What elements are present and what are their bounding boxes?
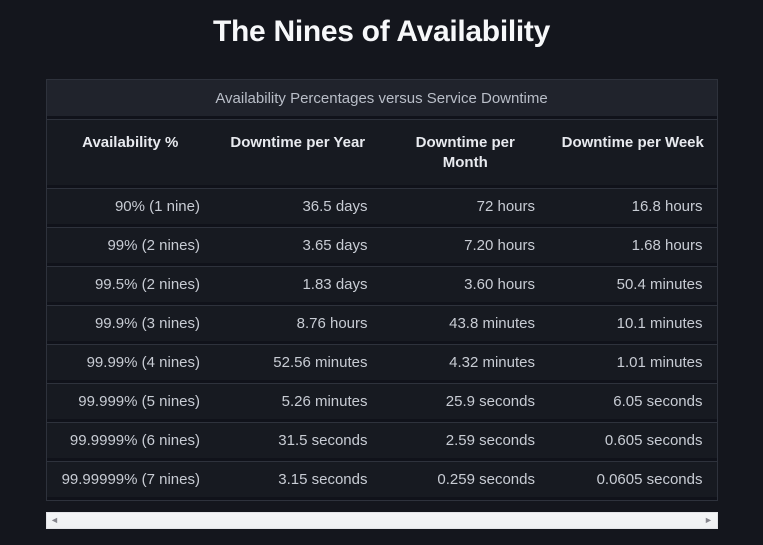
table-cell: 0.0605 seconds: [549, 461, 717, 497]
table-cell: 16.8 hours: [549, 188, 717, 224]
table-cell: 50.4 minutes: [549, 266, 717, 302]
table-cell: 99% (2 nines): [46, 227, 214, 263]
table-row: 99.99999% (7 nines) 3.15 seconds 0.259 sec…: [46, 461, 717, 497]
table-cell: 0.605 seconds: [549, 422, 717, 458]
table-head: Availability % Downtime per Year Downtime …: [46, 119, 717, 185]
column-header: Downtime per Month: [381, 119, 549, 185]
table-cell: 36.5 days: [214, 188, 382, 224]
table-row: 99% (2 nines) 3.65 days 7.20 hours 1.68 hou…: [46, 227, 717, 263]
page-title: The Nines of Availability: [212, 15, 551, 48]
column-header-label: Availability %: [82, 134, 179, 151]
table-cell: 99.9999% (6 nines): [46, 422, 214, 458]
table-cell: 72 hours: [381, 188, 549, 224]
column-header-label: Downtime per Week: [561, 134, 704, 151]
table-cell: 31.5 seconds: [214, 422, 382, 458]
table-cell: 0.259 seconds: [381, 461, 549, 497]
table-cell: 1.83 days: [214, 266, 382, 302]
table-cell: 4.32 minutes: [381, 344, 549, 380]
table-cell: 99.9% (3 nines): [46, 305, 214, 341]
table-row: 99.999% (5 nines) 5.26 minutes 25.9 second…: [46, 383, 717, 419]
table-row: 90% (1 nine) 36.5 days 72 hours 16.8 hours: [46, 188, 717, 224]
availability-table-panel: Availability Percentages versus Service …: [45, 79, 718, 501]
table-cell: 43.8 minutes: [381, 305, 549, 341]
table-cell: 3.65 days: [214, 227, 382, 263]
table-body: 90% (1 nine) 36.5 days 72 hours 16.8 hours 9…: [46, 188, 717, 497]
table-row: 99.99% (4 nines) 52.56 minutes 4.32 minute…: [46, 344, 717, 380]
table-cell: 99.99999% (7 nines): [46, 461, 214, 497]
table-cell: 3.60 hours: [381, 266, 549, 302]
table-cell: 6.05 seconds: [549, 383, 717, 419]
table-cell: 5.26 minutes: [214, 383, 382, 419]
table-cell: 52.56 minutes: [214, 344, 382, 380]
table-cell: 99.999% (5 nines): [46, 383, 214, 419]
header-row: Availability % Downtime per Year Downtime …: [46, 119, 717, 185]
column-header: Downtime per Year: [214, 119, 382, 185]
table-cell: 7.20 hours: [381, 227, 549, 263]
scroll-left-arrow-icon[interactable]: ◄: [50, 515, 59, 525]
table-row: 99.9999% (6 nines) 31.5 seconds 2.59 secon…: [46, 422, 717, 458]
column-header: Availability %: [46, 119, 214, 185]
scroll-right-arrow-icon[interactable]: ►: [704, 515, 713, 525]
table-cell: 3.15 seconds: [214, 461, 382, 497]
table-cell: 1.01 minutes: [549, 344, 717, 380]
table-cell: 99.99% (4 nines): [46, 344, 214, 380]
column-header: Downtime per Week: [549, 119, 717, 185]
table-cell: 25.9 seconds: [381, 383, 549, 419]
table-cell: 90% (1 nine): [46, 188, 214, 224]
table-row: 99.9% (3 nines) 8.76 hours 43.8 minutes 10.…: [46, 305, 717, 341]
table-row: 99.5% (2 nines) 1.83 days 3.60 hours 50.4 m…: [46, 266, 717, 302]
table-caption: Availability Percentages versus Service …: [46, 80, 717, 116]
column-header-label: Downtime per Month: [415, 134, 515, 171]
table-cell: 2.59 seconds: [381, 422, 549, 458]
table-cell: 8.76 hours: [214, 305, 382, 341]
table-cell: 1.68 hours: [549, 227, 717, 263]
table-cell: 99.5% (2 nines): [46, 266, 214, 302]
availability-table: Availability % Downtime per Year Downtime …: [46, 116, 717, 500]
column-header-label: Downtime per Year: [230, 134, 366, 151]
horizontal-scrollbar[interactable]: ◄ ►: [45, 512, 718, 529]
table-cell: 10.1 minutes: [549, 305, 717, 341]
